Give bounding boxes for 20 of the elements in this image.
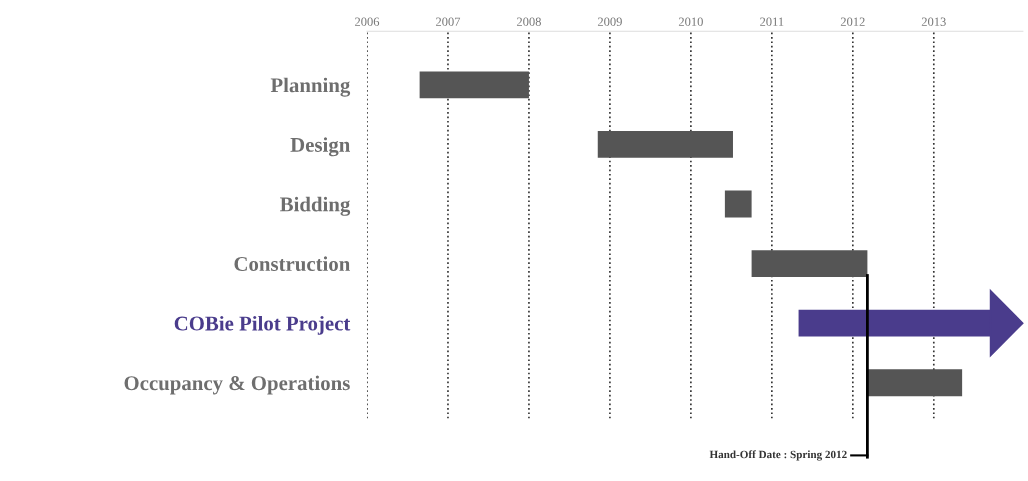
x-tick-label: 2006 (355, 17, 380, 26)
bar (867, 369, 963, 397)
bar (419, 71, 529, 99)
x-tick-label: 2010 (678, 17, 703, 26)
x-tick-label: 2009 (597, 17, 622, 26)
bar (724, 190, 752, 218)
x-tick-label: 2007 (436, 17, 461, 26)
y-tick-label: Design (290, 137, 351, 157)
x-tick-label: 2008 (516, 17, 541, 26)
y-tick-label: Construction (234, 256, 351, 272)
bar (751, 250, 868, 277)
y-tick-label: Occupancy & Operations (124, 375, 350, 395)
x-tick-label: 2013 (921, 17, 946, 26)
x-tick-label: 2011 (760, 17, 784, 26)
y-tick-label: Planning (270, 77, 351, 97)
ref-line-label: Hand-Off Date : Spring 2012 (709, 450, 847, 461)
y-tick-label: Bidding (280, 196, 351, 216)
x-tick-label: 2012 (840, 17, 865, 26)
bar (597, 131, 733, 158)
y-tick-label: COBie Pilot Project (174, 315, 351, 335)
